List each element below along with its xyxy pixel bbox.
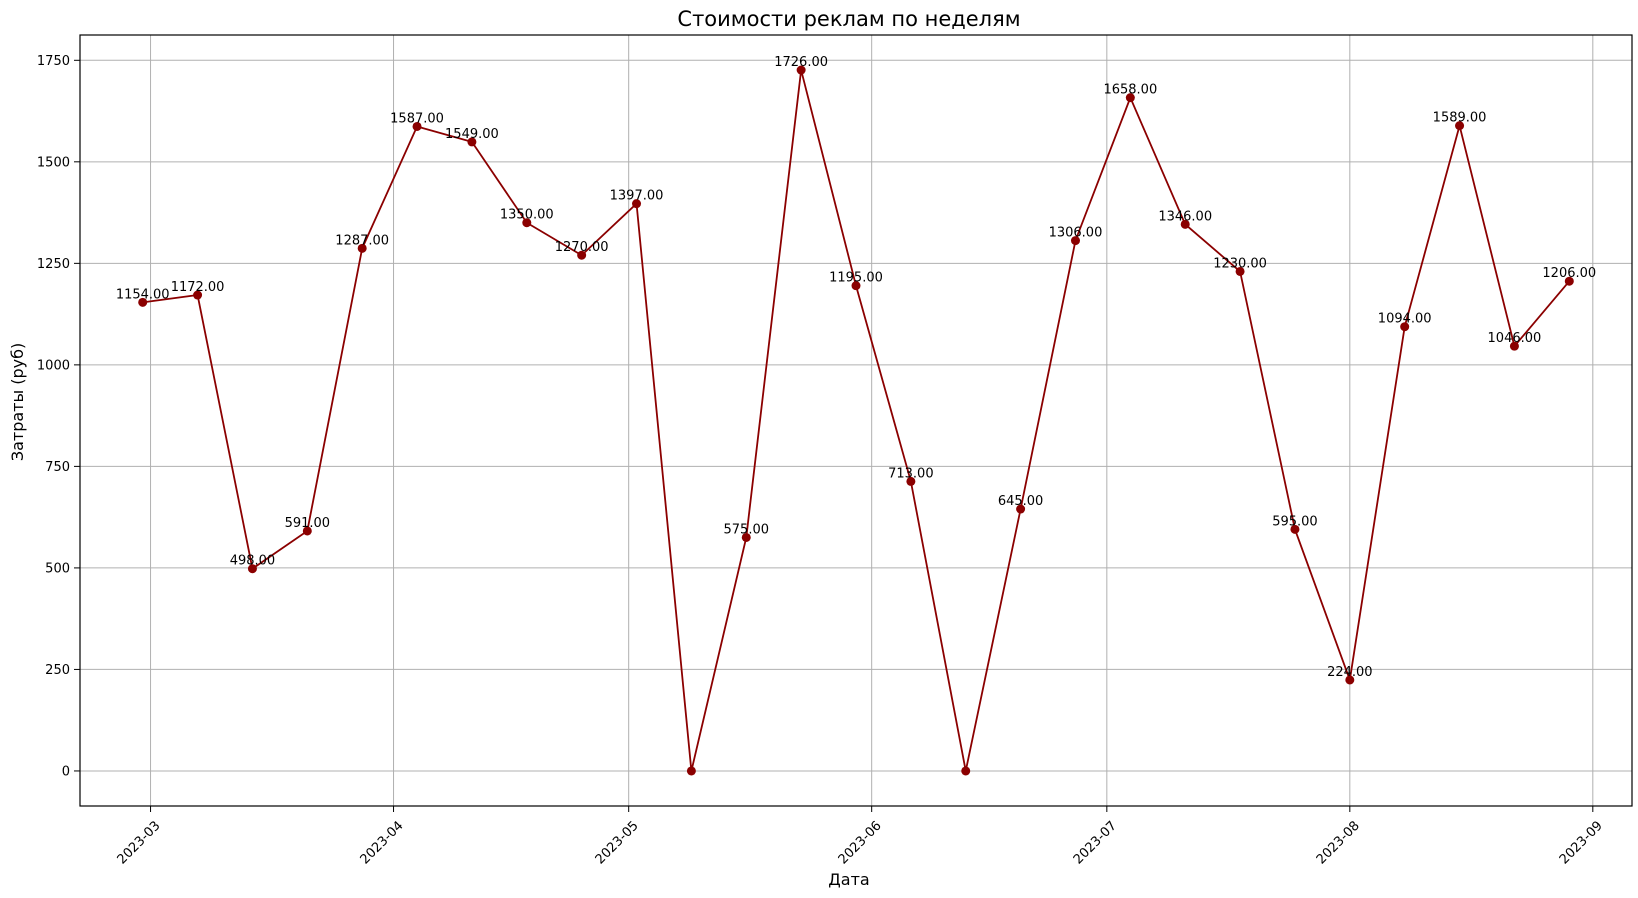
data-point xyxy=(1180,219,1190,229)
data-point xyxy=(741,532,751,542)
data-point xyxy=(1455,121,1465,131)
data-label: 1306.00 xyxy=(1049,226,1103,241)
chart-title: Стоимости реклам по неделям xyxy=(677,7,1020,31)
data-label: 1154.00 xyxy=(116,287,170,302)
data-point xyxy=(193,290,203,300)
y-tick-label: 250 xyxy=(45,663,70,678)
data-label: 1350.00 xyxy=(500,208,554,223)
data-point xyxy=(1290,524,1300,534)
data-labels: 1154.00 1172.00 498.00 591.00 1287.00 1587.00… xyxy=(116,55,1596,680)
plot-frame xyxy=(79,34,1633,807)
data-point xyxy=(522,218,532,228)
data-label: 575.00 xyxy=(724,522,770,537)
data-point xyxy=(1125,93,1135,103)
data-point xyxy=(1509,341,1519,351)
data-label: 645.00 xyxy=(998,494,1044,509)
data-label: 1658.00 xyxy=(1103,83,1157,98)
data-point xyxy=(357,243,367,253)
data-label: 1549.00 xyxy=(445,127,499,142)
data-point xyxy=(1345,675,1355,685)
data-label: 1230.00 xyxy=(1213,256,1267,271)
data-label: 1397.00 xyxy=(610,189,664,204)
data-point xyxy=(632,199,642,209)
y-axis-label: Затраты (руб) xyxy=(8,343,27,461)
data-label: 1346.00 xyxy=(1158,209,1212,224)
data-label: 591.00 xyxy=(285,516,331,531)
x-axis-label: Дата xyxy=(828,870,869,889)
y-tick-label: 1250 xyxy=(37,257,70,272)
data-label: 1195.00 xyxy=(829,271,883,286)
data-label: 1587.00 xyxy=(390,111,444,126)
data-point xyxy=(796,65,806,75)
data-point xyxy=(467,137,477,147)
data-point xyxy=(686,766,696,776)
data-point xyxy=(851,281,861,291)
y-tick-label: 1500 xyxy=(37,155,70,170)
y-tick-label: 750 xyxy=(45,460,70,475)
y-tick-label: 500 xyxy=(45,561,70,576)
data-point xyxy=(412,121,422,131)
data-point xyxy=(302,526,312,536)
data-label: 498.00 xyxy=(230,554,276,569)
data-label: 1287.00 xyxy=(335,233,389,248)
data-point xyxy=(1070,236,1080,246)
series xyxy=(138,65,1574,776)
data-label: 1206.00 xyxy=(1542,266,1596,281)
y-tick-label: 0 xyxy=(62,764,70,779)
data-label: 1270.00 xyxy=(555,240,609,255)
data-label: 1046.00 xyxy=(1488,331,1542,346)
data-point xyxy=(1016,504,1026,514)
data-point xyxy=(906,476,916,486)
data-label: 595.00 xyxy=(1272,514,1318,529)
data-label: 713.00 xyxy=(888,466,934,481)
data-point xyxy=(1235,266,1245,276)
y-tick-label: 1000 xyxy=(37,358,70,373)
data-point xyxy=(138,297,148,307)
data-point xyxy=(1564,276,1574,286)
data-label: 1172.00 xyxy=(171,280,225,295)
y-tick-label: 1750 xyxy=(37,54,70,69)
data-label: 224.00 xyxy=(1327,665,1373,680)
data-point xyxy=(247,564,257,574)
data-point xyxy=(1400,322,1410,332)
data-label: 1094.00 xyxy=(1378,312,1432,327)
data-label: 1589.00 xyxy=(1433,111,1487,126)
data-label: 1726.00 xyxy=(774,55,828,70)
data-point xyxy=(577,250,587,260)
data-point xyxy=(961,766,971,776)
